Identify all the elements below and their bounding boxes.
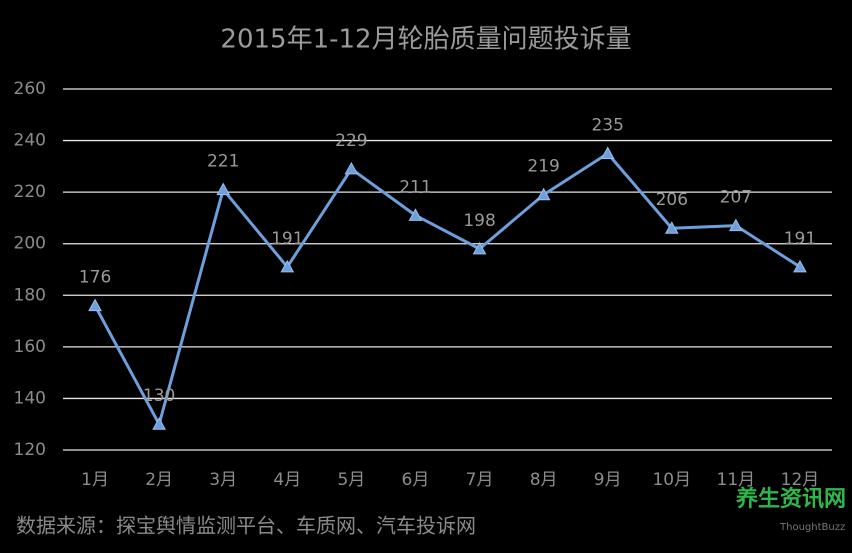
y-tick-label: 260 [14, 79, 46, 99]
chart-title: 2015年1-12月轮胎质量问题投诉量 [220, 25, 631, 55]
marker [344, 161, 359, 175]
marker [152, 417, 166, 430]
x-tick-label: 4月 [273, 470, 301, 490]
y-tick-label: 220 [14, 182, 46, 202]
data-label: 130 [143, 386, 175, 406]
source-note: 数据来源：探宝舆情监测平台、车质网、汽车投诉网 [16, 514, 476, 538]
data-label: 191 [271, 229, 303, 249]
y-tick-label: 180 [14, 285, 46, 305]
marker [793, 259, 807, 273]
y-tick-label: 120 [14, 440, 46, 460]
marker [280, 259, 295, 273]
y-tick-label: 200 [14, 234, 46, 254]
x-tick-label: 6月 [402, 470, 430, 490]
data-label: 207 [720, 188, 752, 208]
data-label: 229 [335, 131, 367, 151]
x-tick-label: 9月 [594, 470, 622, 490]
data-label: 198 [463, 211, 495, 231]
y-tick-label: 160 [14, 337, 46, 357]
y-tick-label: 140 [14, 388, 46, 408]
data-label: 191 [784, 229, 816, 249]
x-tick-label: 1月 [81, 470, 109, 490]
data-label: 211 [399, 177, 431, 197]
x-tick-label: 12月 [781, 470, 820, 490]
data-label: 206 [656, 190, 688, 210]
x-tick-label: 5月 [337, 470, 365, 490]
watermark-text: 养生资讯网 [735, 486, 846, 512]
data-label: 176 [79, 268, 111, 288]
marker [216, 182, 231, 196]
marker [536, 187, 551, 201]
data-label: 219 [527, 157, 559, 177]
line [93, 151, 801, 426]
y-tick-label: 240 [14, 131, 46, 151]
marker [729, 218, 743, 232]
marker [408, 208, 423, 221]
marker [600, 146, 615, 159]
data-label: 235 [591, 115, 623, 135]
data-label: 221 [207, 152, 239, 172]
marker [472, 241, 487, 255]
x-tick-label: 3月 [209, 470, 237, 490]
watermark-brand: ThoughtBuzz [779, 522, 845, 533]
x-tick-label: 2月 [145, 470, 173, 490]
x-tick-label: 7月 [466, 470, 494, 490]
x-tick-label: 10月 [652, 470, 691, 490]
marker [88, 298, 102, 312]
x-tick-label: 8月 [530, 470, 558, 490]
x-tick-label: 11月 [717, 470, 756, 490]
marker [664, 221, 679, 234]
